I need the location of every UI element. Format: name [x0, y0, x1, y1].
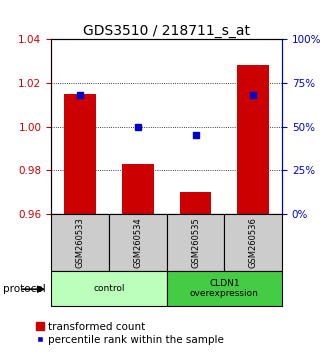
- Title: GDS3510 / 218711_s_at: GDS3510 / 218711_s_at: [83, 24, 250, 38]
- Bar: [167, 214, 224, 271]
- Bar: [180, 192, 212, 214]
- Bar: [237, 65, 269, 214]
- Bar: [51, 271, 167, 306]
- Text: protocol: protocol: [3, 284, 46, 294]
- Text: GSM260535: GSM260535: [191, 217, 200, 268]
- Bar: [109, 214, 167, 271]
- Legend: transformed count, percentile rank within the sample: transformed count, percentile rank withi…: [32, 317, 228, 349]
- Bar: [64, 94, 96, 214]
- Bar: [167, 271, 282, 306]
- Bar: [122, 164, 154, 214]
- Text: GSM260536: GSM260536: [249, 217, 258, 268]
- Bar: [51, 214, 109, 271]
- Text: GSM260534: GSM260534: [133, 217, 142, 268]
- Text: control: control: [93, 284, 125, 293]
- Text: CLDN1
overexpression: CLDN1 overexpression: [190, 279, 259, 298]
- Bar: [224, 214, 282, 271]
- Text: GSM260533: GSM260533: [76, 217, 84, 268]
